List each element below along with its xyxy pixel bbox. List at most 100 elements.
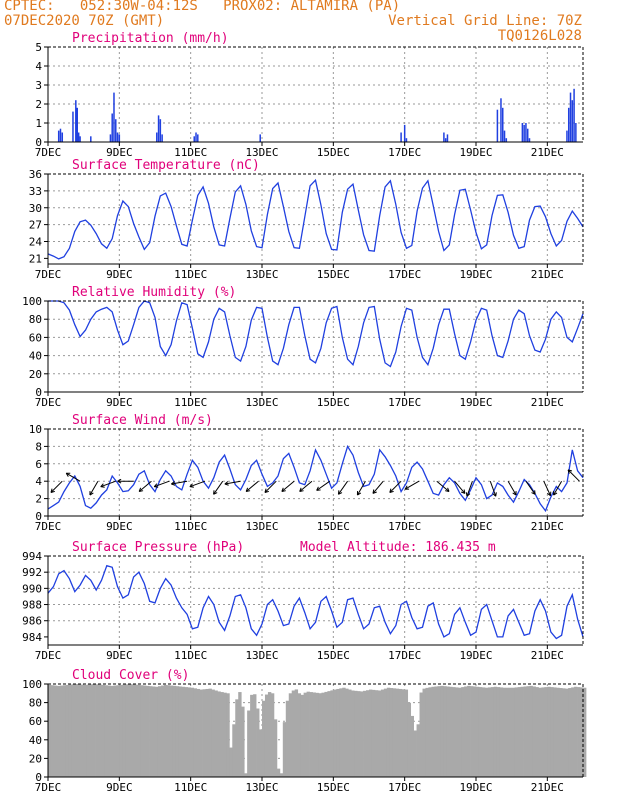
cloud-cover-bar <box>122 684 126 777</box>
cloud-cover-bar <box>48 684 52 777</box>
cloud-cover-bar <box>187 687 192 777</box>
wind-arrow <box>404 480 420 490</box>
x-tick-label: 7DEC <box>35 146 62 159</box>
precip-bar <box>571 100 574 142</box>
panel-title: Surface Temperature (nC) <box>72 158 260 173</box>
x-tick-label: 21DEC <box>531 781 564 794</box>
y-tick-label: 20 <box>29 368 42 381</box>
x-tick-label: 9DEC <box>106 781 133 794</box>
wind-arrow-head <box>357 492 362 496</box>
wind-arrow-head <box>171 481 175 485</box>
cloud-cover-bar <box>476 686 480 777</box>
cloud-cover-bar <box>86 684 91 777</box>
cloud-cover-bar <box>92 684 96 777</box>
wind-arrow-shaft <box>171 480 188 485</box>
cloud-cover-bar <box>196 688 200 777</box>
wind-arrow-head <box>531 492 536 495</box>
precip-bar <box>505 138 508 142</box>
wind-arrow <box>224 480 241 486</box>
cloud-cover-bar <box>149 686 153 777</box>
wind-arrow-head <box>213 492 218 495</box>
cloud-cover-bar <box>371 689 376 777</box>
y-tick-label: 6 <box>35 458 42 471</box>
wind-arrow-shaft <box>507 480 517 496</box>
precip-bar <box>161 134 163 142</box>
cloud-cover-bar <box>140 685 144 777</box>
panel-title: Surface Wind (m/s) <box>72 413 213 428</box>
cloud-cover-bar <box>478 687 483 777</box>
y-tick-label: 984 <box>22 631 42 644</box>
x-tick-label: 9DEC <box>106 146 133 159</box>
x-tick-label: 13DEC <box>245 520 278 533</box>
x-tick-label: 17DEC <box>388 520 421 533</box>
precip-bar <box>500 98 502 142</box>
precip-bar <box>156 132 158 142</box>
x-tick-label: 15DEC <box>317 396 350 409</box>
cloud-cover-bar <box>410 715 414 777</box>
precip-bar <box>195 132 197 142</box>
wind-arrow-shaft <box>357 480 366 496</box>
x-tick-label: 11DEC <box>174 146 207 159</box>
wind-arrow-shaft <box>466 481 473 497</box>
wind-arrow-head <box>100 483 104 488</box>
header-model-id: TQ0126L028 <box>497 28 582 44</box>
precip-bar <box>90 136 92 142</box>
cloud-cover-bar <box>152 686 156 777</box>
precip-bar <box>111 113 113 142</box>
wind-arrow <box>89 480 99 496</box>
cloud-cover-bar <box>324 691 328 777</box>
cloud-cover-bar <box>247 710 251 777</box>
cloud-cover-bar <box>416 724 420 777</box>
wind-arrow-head <box>246 490 251 492</box>
wind-arrow-head <box>553 492 558 496</box>
precip-bar <box>523 124 525 142</box>
cloud-cover-bar <box>270 693 275 777</box>
y-tick-label: 2 <box>35 98 42 111</box>
precip-bar <box>443 132 445 142</box>
wind-arrow-head <box>264 488 267 493</box>
wind-arrow-shaft <box>567 469 580 482</box>
wind-arrow-head <box>372 491 377 494</box>
wind-arrow-head <box>299 487 302 492</box>
cloud-cover-bar <box>446 686 450 777</box>
precip-bar <box>61 132 64 142</box>
precip-bar <box>525 123 527 142</box>
wind-arrow <box>525 480 536 495</box>
cloud-cover-bar <box>490 687 495 777</box>
wind-arrow-head <box>299 490 304 492</box>
precip-bar <box>405 138 408 142</box>
cloud-cover-bar <box>119 684 123 777</box>
wind-arrow <box>100 480 116 488</box>
wind-arrow-shaft <box>138 480 152 492</box>
cloud-cover-bar <box>351 690 355 777</box>
cloud-cover-bar <box>574 686 578 777</box>
wind-arrow-head <box>171 483 176 486</box>
wind-arrow <box>389 480 402 493</box>
cloud-cover-bar <box>166 685 171 777</box>
wind-arrow <box>489 481 497 497</box>
panel-annotation: Model Altitude: 186.435 m <box>300 540 496 555</box>
x-tick-label: 21DEC <box>531 649 564 662</box>
cloud-cover-bar <box>532 686 536 777</box>
wind-arrow <box>316 480 331 491</box>
panel-4: 984 986 988 990 992 994 7DEC 9DEC 11DEC 13DEC 15DE… <box>22 540 584 662</box>
y-tick-label: 988 <box>22 599 42 612</box>
y-tick-label: 986 <box>22 615 42 628</box>
cloud-cover-bar <box>377 690 382 777</box>
cloud-cover-bar <box>223 692 227 777</box>
wind-arrow-head <box>281 487 284 492</box>
x-tick-label: 9DEC <box>106 396 133 409</box>
cloud-cover-bar <box>143 685 147 777</box>
panel-1: 21 24 27 30 33 36 7DEC 9DEC 11DEC 13DEC 15DEC 17DEC… <box>29 158 584 281</box>
cloud-cover-bar <box>496 687 501 777</box>
cloud-cover-bar <box>74 684 79 777</box>
wind-arrow-head <box>547 492 551 497</box>
cloud-cover-bar <box>83 684 88 777</box>
cloud-cover-bar <box>458 687 462 777</box>
y-tick-label: 5 <box>35 41 42 54</box>
header-station-line: CPTEC: 052:30W-04:12S PROX02: ALTAMIRA (… <box>4 0 401 14</box>
cloud-cover-bar <box>354 690 358 777</box>
wind-arrow-shaft <box>404 480 420 490</box>
series-line <box>47 564 584 640</box>
wind-arrow-shaft <box>338 480 349 495</box>
